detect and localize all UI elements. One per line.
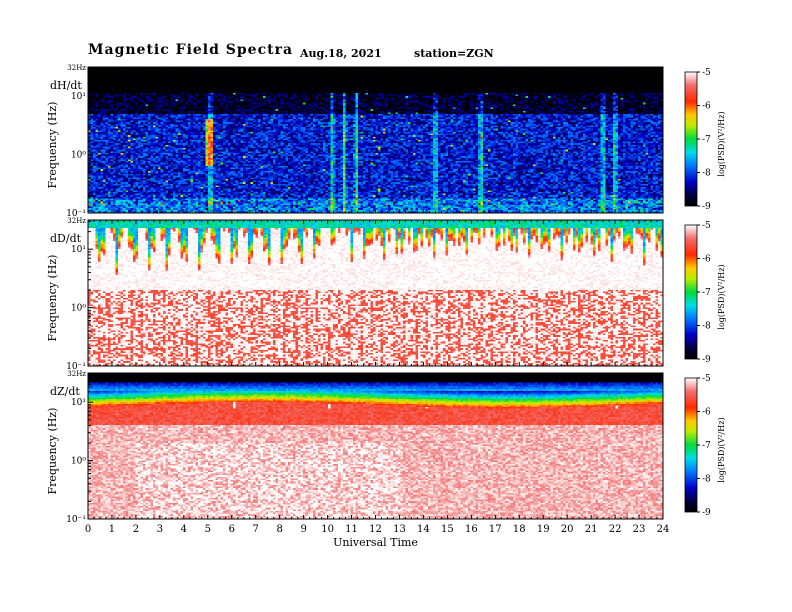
y-tick-label: 10⁻¹: [66, 362, 86, 372]
y-tick-label: 10⁻¹: [66, 209, 86, 219]
spectrogram-heatmap: [88, 67, 663, 213]
panel-label: dZ/dt: [50, 385, 80, 398]
colorbar: [684, 224, 698, 360]
x-tick-label: 23: [633, 524, 646, 535]
panel-label: dD/dt: [50, 232, 82, 245]
colorbar-tick-label: -5: [702, 221, 711, 231]
spectrogram-heatmap: [88, 220, 663, 366]
colorbar: [684, 71, 698, 207]
colorbar: [684, 377, 698, 513]
x-tick-label: 24: [657, 524, 670, 535]
x-tick-label: 6: [229, 524, 235, 535]
colorbar-tick-label: -5: [702, 374, 711, 384]
y-tick-label: 10¹: [71, 245, 86, 255]
colorbar-tick-label: -7: [702, 288, 711, 298]
x-tick-label: 1: [109, 524, 115, 535]
x-tick-label: 4: [181, 524, 187, 535]
spectrogram-panel-1: 10¹ 10⁰ 10⁻¹ 32Hz dD/dt Frequency (Hz) -5 -6 -7 -…: [46, 217, 726, 372]
panel-label: dH/dt: [50, 79, 82, 92]
x-tick-label: 8: [276, 524, 282, 535]
x-tick-label: 2: [133, 524, 139, 535]
y-axis-label: Frequency (Hz): [46, 255, 59, 342]
spectrogram-panel-0: 10¹ 10⁰ 10⁻¹ 32Hz dH/dt Frequency (Hz) -5 -6 -7 -…: [46, 64, 726, 219]
y-axis-label: Frequency (Hz): [46, 408, 59, 495]
colorbar-tick-label: -6: [702, 408, 711, 418]
x-tick-label: 18: [513, 524, 526, 535]
y-tick-label: 10⁰: [71, 151, 86, 161]
x-tick-label: 13: [393, 524, 406, 535]
x-tick-label: 11: [345, 524, 358, 535]
x-tick-label: 0: [85, 524, 91, 535]
y-tick-label: 10⁰: [71, 304, 86, 314]
x-tick-label: 22: [609, 524, 622, 535]
top-frequency-label: 32Hz: [67, 64, 86, 72]
y-axis-label: Frequency (Hz): [46, 102, 59, 189]
colorbar-tick-label: -5: [702, 68, 711, 78]
y-tick-label: 10¹: [71, 398, 86, 408]
colorbar-tick-label: -8: [702, 169, 711, 179]
colorbar-tick-label: -7: [702, 441, 711, 451]
colorbar-label: log(PSD)(V²/Hz): [717, 417, 726, 482]
x-tick-label: 5: [205, 524, 211, 535]
x-tick-label: 14: [417, 524, 430, 535]
colorbar-tick-label: -9: [702, 508, 711, 518]
x-tick-label: 17: [489, 524, 502, 535]
x-tick-label: 20: [561, 524, 574, 535]
top-frequency-label: 32Hz: [67, 370, 86, 378]
x-tick-label: 19: [537, 524, 550, 535]
x-tick-label: 10: [321, 524, 334, 535]
figure-title: Magnetic Field Spectra: [88, 42, 294, 58]
y-tick-label: 10⁰: [71, 457, 86, 467]
x-tick-label: 12: [369, 524, 382, 535]
x-tick-label: 9: [300, 524, 306, 535]
colorbar-label: log(PSD)(V²/Hz): [717, 111, 726, 176]
x-tick-label: 7: [253, 524, 259, 535]
x-tick-label: 15: [441, 524, 454, 535]
y-tick-label: 10⁻¹: [66, 515, 86, 525]
figure-station: station=ZGN: [414, 47, 494, 60]
figure-date: Aug.18, 2021: [300, 47, 382, 60]
colorbar-tick-label: -6: [702, 102, 711, 112]
colorbar-tick-label: -7: [702, 135, 711, 145]
x-tick-label: 3: [157, 524, 163, 535]
colorbar-tick-label: -6: [702, 255, 711, 265]
y-tick-label: 10¹: [71, 92, 86, 102]
spectrogram-panel-2: 10¹ 10⁰ 10⁻¹ 32Hz dZ/dt Frequency (Hz) -5 -6 -7 -…: [46, 370, 726, 525]
colorbar-tick-label: -9: [702, 202, 711, 212]
x-tick-label: 16: [465, 524, 478, 535]
colorbar-tick-label: -9: [702, 355, 711, 365]
colorbar-label: log(PSD)(V²/Hz): [717, 264, 726, 329]
spectrogram-heatmap: [88, 373, 663, 519]
x-tick-label: 21: [585, 524, 598, 535]
x-axis-label: Universal Time: [333, 536, 418, 549]
top-frequency-label: 32Hz: [67, 217, 86, 225]
colorbar-tick-label: -8: [702, 322, 711, 332]
colorbar-tick-label: -8: [702, 475, 711, 485]
